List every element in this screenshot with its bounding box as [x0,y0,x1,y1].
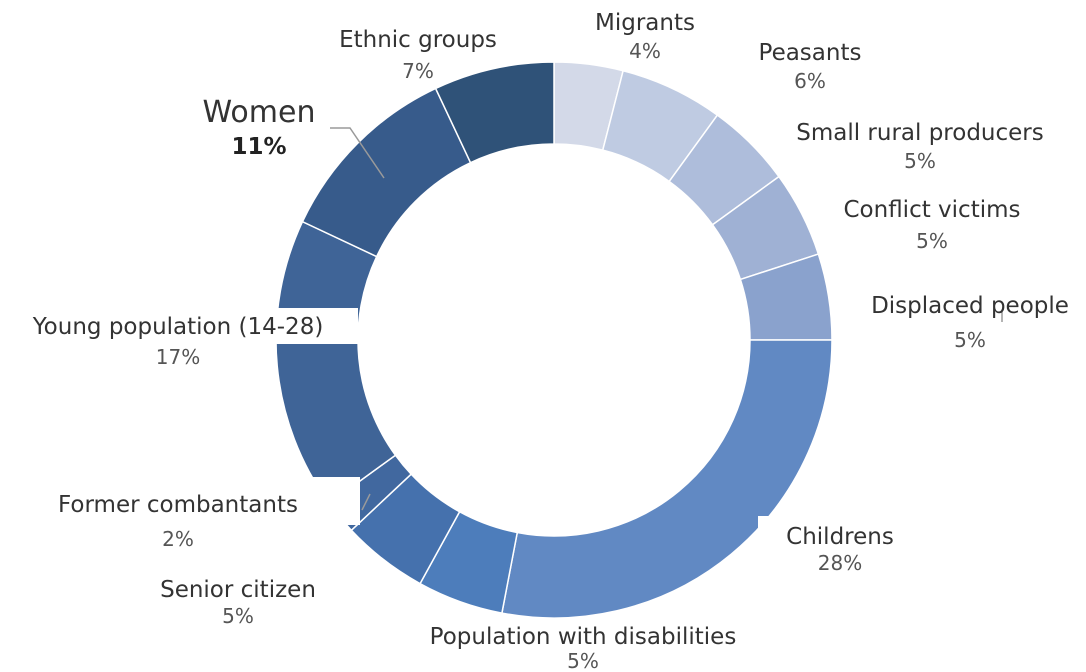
label-young-population-14-28: Young population (14-28) [32,314,324,340]
label-population-with-disabilities: Population with disabilities [430,624,737,650]
slice-young-population-14-28 [276,222,395,504]
slice-childrens [502,340,832,618]
value-label-childrens: 28% [818,551,862,575]
label-small-rural-producers: Small rural producers [796,120,1044,146]
value-label-population-with-disabilities: 5% [567,649,599,672]
label-women: Women [203,95,316,130]
value-label-displaced-people: 5% [954,328,986,352]
label-former-combantants: Former combantants [58,492,298,518]
label-childrens: Childrens [786,524,894,550]
label-backdrop-childrens [758,516,788,546]
label-ethnic-groups: Ethnic groups [339,27,497,53]
donut-slices [276,62,832,618]
slice-women [302,88,470,256]
label-senior-citizen: Senior citizen [160,577,316,603]
value-label-ethnic-groups: 7% [402,59,434,83]
value-label-senior-citizen: 5% [222,604,254,628]
label-peasants: Peasants [759,40,862,66]
label-conflict-victims: Conflict victims [843,197,1020,223]
value-label-peasants: 6% [794,69,826,93]
label-displaced-people: Displaced people [871,293,1069,319]
value-label-women: 11% [231,134,286,160]
label-migrants: Migrants [595,10,695,36]
value-label-former-combantants: 2% [162,527,194,551]
value-label-migrants: 4% [629,39,661,63]
value-label-small-rural-producers: 5% [904,149,936,173]
value-label-conflict-victims: 5% [916,229,948,253]
value-label-young-population-14-28: 17% [156,345,200,369]
